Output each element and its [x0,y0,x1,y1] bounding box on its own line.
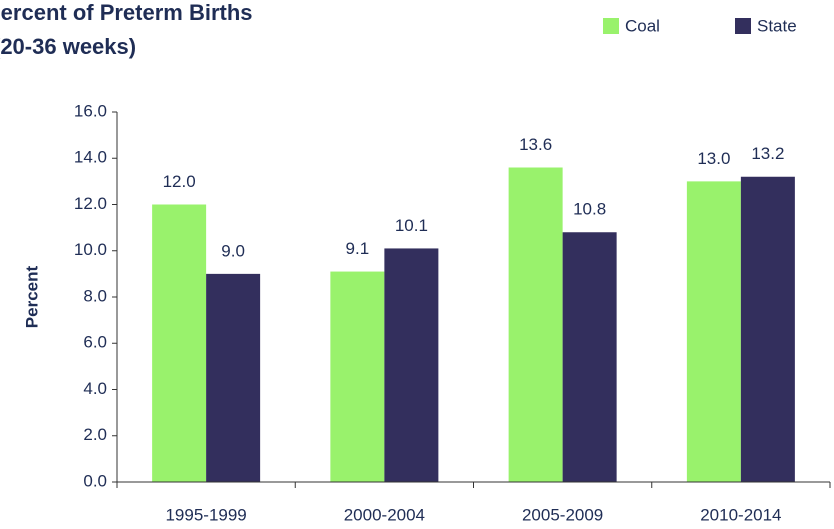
y-tick-label: 16.0 [74,101,107,120]
y-tick-label: 2.0 [83,425,107,444]
y-tick-label: 14.0 [74,148,107,167]
value-label: 9.1 [346,239,370,258]
y-axis-label: Percent [22,265,41,328]
bar [152,204,207,482]
bar [384,248,439,482]
chart-title: Percent of Preterm Births [0,0,253,25]
value-label: 13.2 [751,144,784,163]
legend-label: Coal [625,16,660,35]
legend-swatch [735,18,751,34]
chart-subtitle: (20-36 weeks) [0,34,136,59]
legend-swatch [603,18,619,34]
x-tick-label: 2005-2009 [522,505,603,524]
bar [508,167,563,482]
value-label: 13.6 [519,135,552,154]
value-label: 9.0 [221,241,245,260]
bar [686,181,741,482]
x-tick-label: 2000-2004 [344,505,425,524]
bar [206,273,261,482]
y-tick-label: 10.0 [74,240,107,259]
y-tick-label: 6.0 [83,333,107,352]
value-label: 12.0 [163,172,196,191]
value-label: 13.0 [697,149,730,168]
y-tick-label: 0.0 [83,471,107,490]
x-tick-label: 1995-1999 [165,505,246,524]
legend-label: State [757,16,797,35]
bar [562,232,617,482]
bar [330,271,385,482]
y-tick-label: 12.0 [74,194,107,213]
x-tick-label: 2010-2014 [700,505,781,524]
y-tick-label: 8.0 [83,286,107,305]
y-tick-label: 4.0 [83,379,107,398]
value-label: 10.8 [573,200,606,219]
bar [740,176,795,482]
value-label: 10.1 [395,216,428,235]
